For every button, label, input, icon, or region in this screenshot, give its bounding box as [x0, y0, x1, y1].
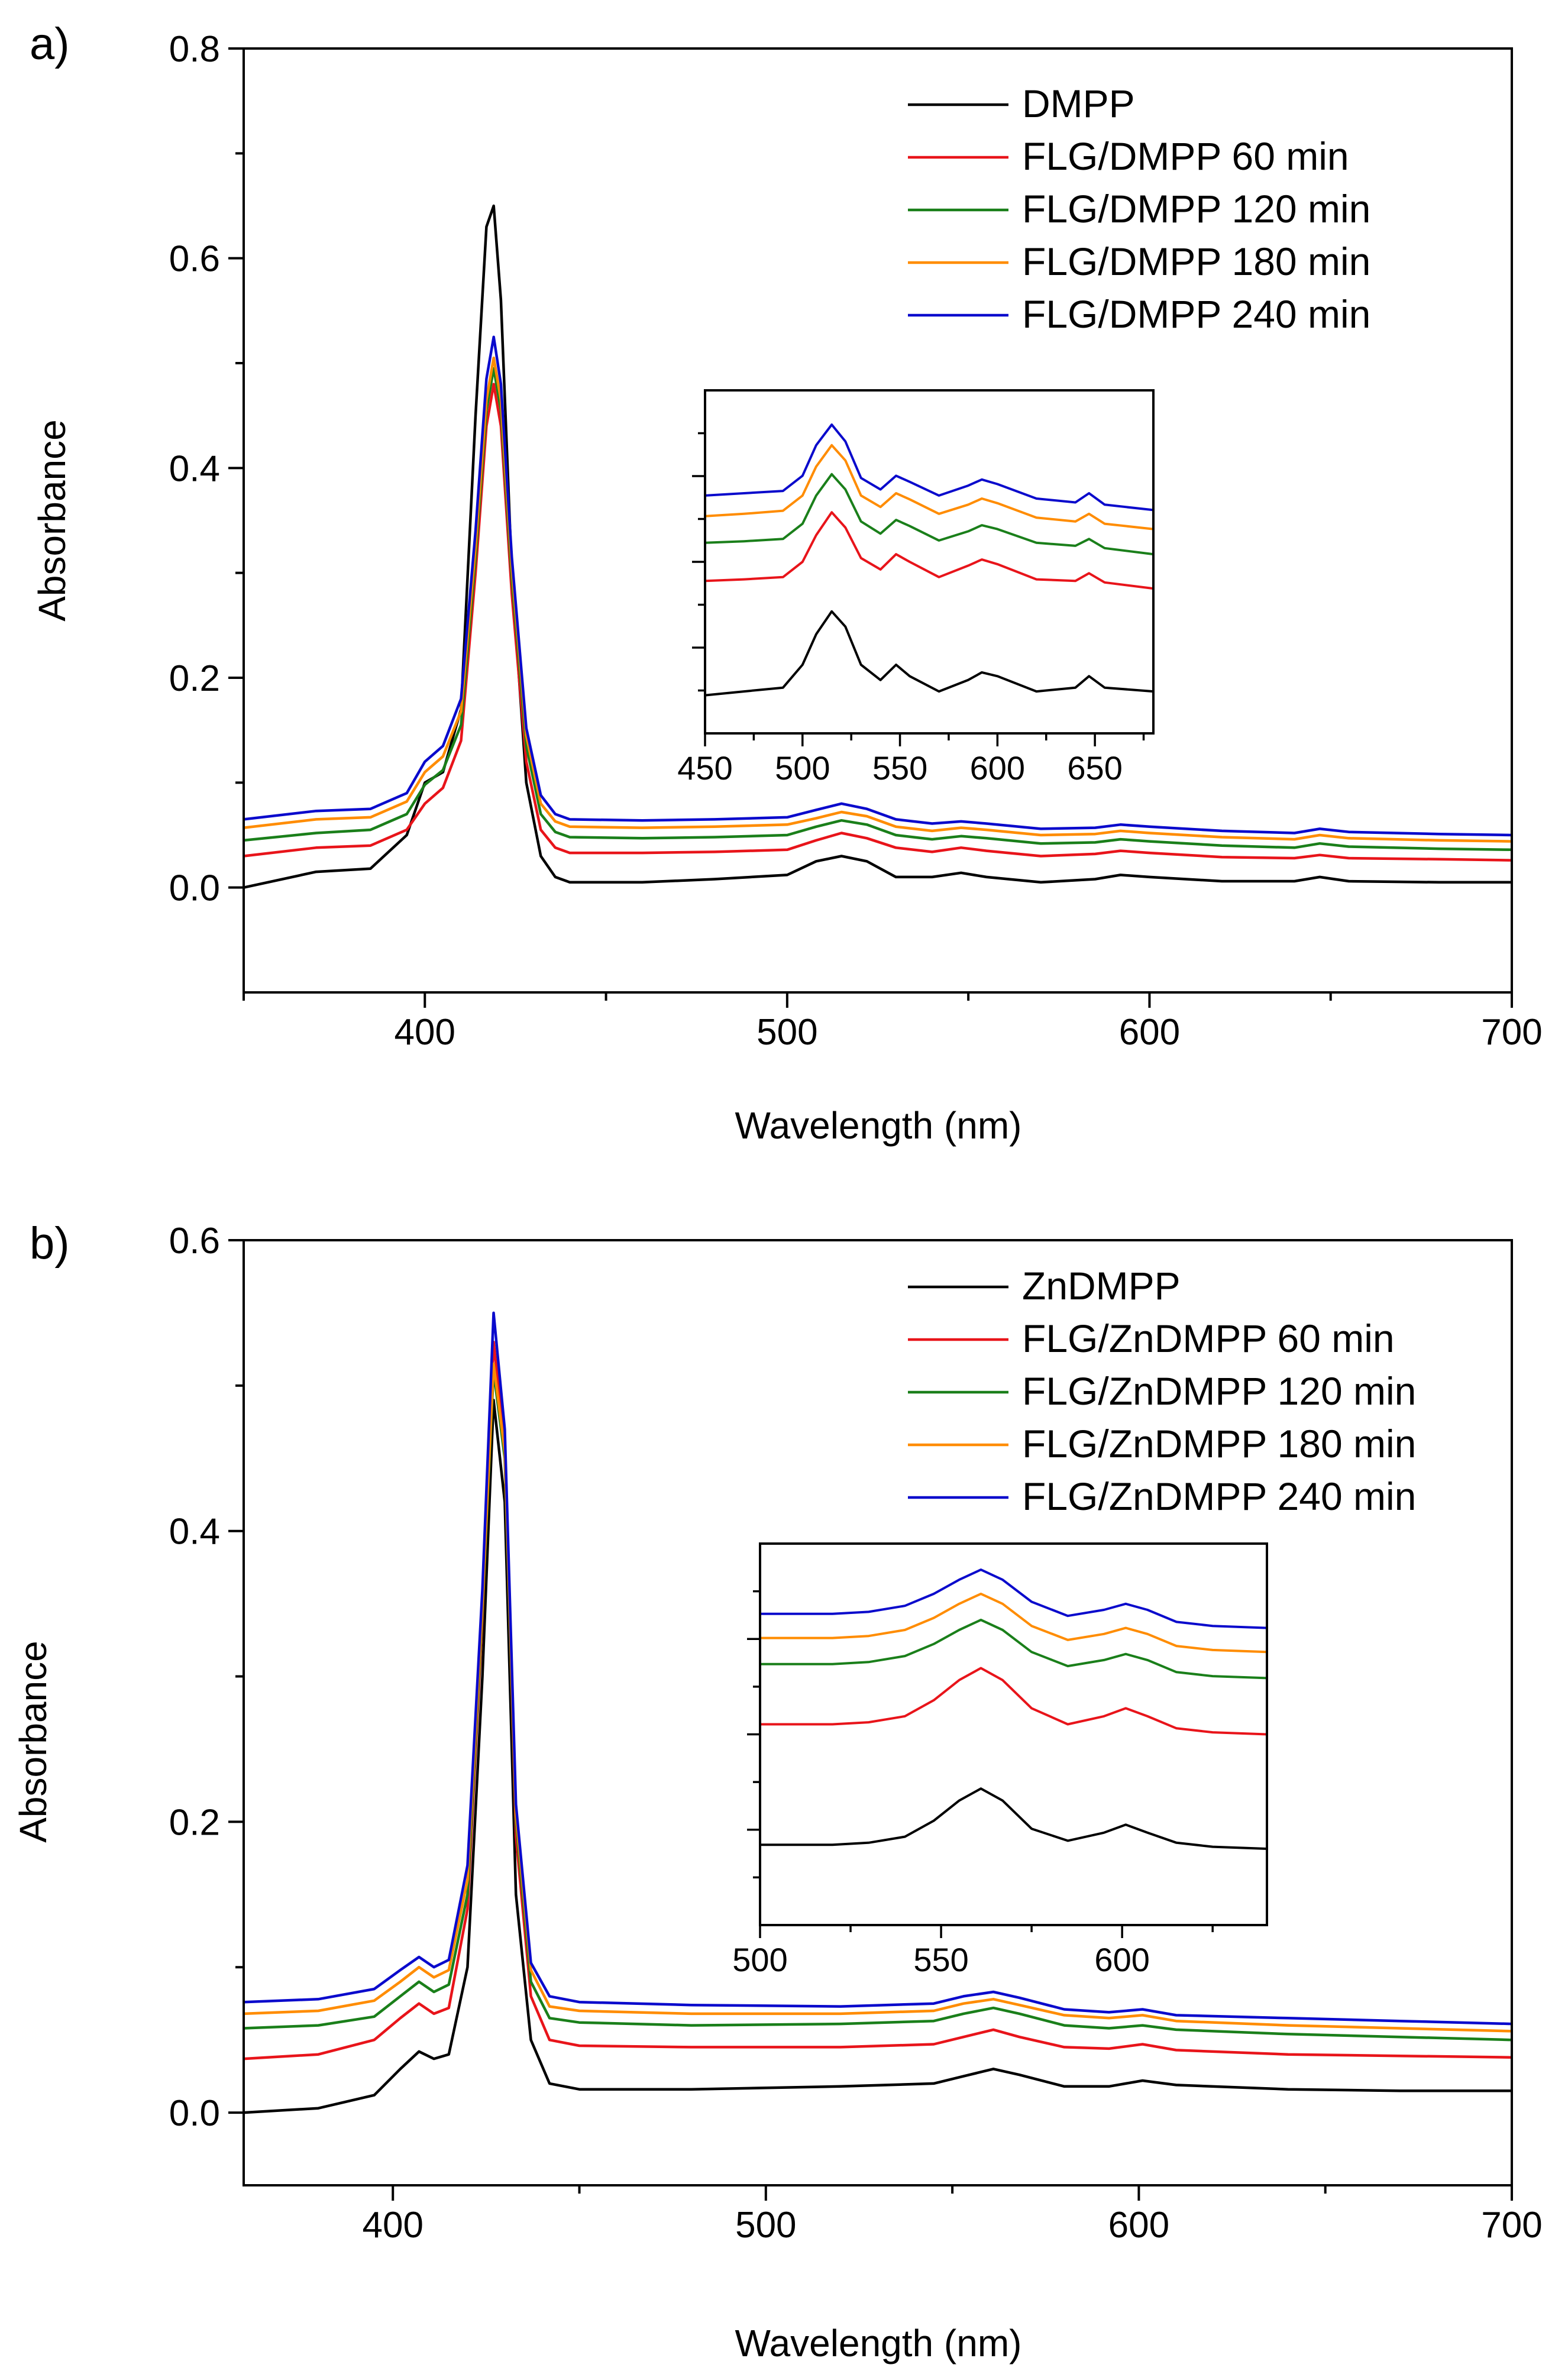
panel-a-x-tick-label-500: 500 [756, 1012, 817, 1053]
panel-a-inset-background [705, 390, 1153, 733]
panel-a-x-ticks: 400 500 600 700 [243, 992, 1543, 1053]
panel-a-inset-series-line-flg-dmpp-240-min [704, 423, 1154, 512]
panel-a-y-tick-label-0-2: 0.2 [169, 658, 220, 699]
panel-a-inset-x-tick-label-600: 600 [970, 749, 1025, 787]
panel-b: b) Wavelength (nm) Absorbance ZnDMPP FLG… [12, 1218, 1543, 2364]
panel-b-inset: 500 550 600 [732, 1542, 1268, 1978]
panel-a-y-tick-label-0-8: 0.8 [169, 29, 220, 70]
panel-b-y-tick-label-0-6: 0.6 [169, 1221, 220, 1261]
panel-b-y-tick-label-0-4: 0.4 [169, 1512, 220, 1552]
panel-b-legend-label-180min: FLG/ZnDMPP 180 min [1022, 1422, 1416, 1466]
panel-a-legend-label-dmpp: DMPP [1022, 82, 1135, 125]
panel-b-inset-series-line-zndmpp [760, 1787, 1268, 1850]
panel-b-x-tick-label-600: 600 [1108, 2205, 1169, 2246]
panel-a-series-lines [243, 204, 1512, 889]
panel-a-series-line-flg-dmpp-240-min [243, 335, 1512, 837]
panel-b-y-tick-label-0-2: 0.2 [169, 1802, 220, 1843]
panel-a-plot-frame [243, 47, 1513, 994]
panel-b-inset-series-line-flg-zndmpp-120-min [760, 1619, 1268, 1680]
panel-b-y-axis-title: Absorbance [12, 1641, 54, 1843]
panel-a-x-axis-title: Wavelength (nm) [735, 1104, 1022, 1147]
panel-b-x-axis-title: Wavelength (nm) [735, 2322, 1022, 2364]
panel-a-series-line-flg-dmpp-180-min [243, 356, 1512, 843]
panel-a-inset-x-tick-label-500: 500 [775, 749, 830, 787]
panel-a-y-tick-label-0-0: 0.0 [169, 868, 220, 909]
panel-a-legend-label-60min: FLG/DMPP 60 min [1022, 134, 1349, 178]
panel-a-x-tick-label-400: 400 [395, 1012, 455, 1053]
panel-a-inset-x-tick-label-450: 450 [677, 749, 732, 787]
panel-b-legend-label-60min: FLG/ZnDMPP 60 min [1022, 1316, 1395, 1360]
panel-a-legend-label-180min: FLG/DMPP 180 min [1022, 240, 1370, 283]
panel-a-label: a) [30, 19, 70, 69]
panel-a-y-tick-label-0-4: 0.4 [169, 448, 220, 489]
panel-a-x-tick-label-700: 700 [1481, 1012, 1542, 1053]
panel-b-legend-label-120min: FLG/ZnDMPP 120 min [1022, 1369, 1416, 1413]
panel-b-legend: ZnDMPP FLG/ZnDMPP 60 min FLG/ZnDMPP 120 … [1022, 1264, 1416, 1518]
panel-b-label: b) [30, 1218, 70, 1269]
panel-b-x-tick-label-500: 500 [735, 2205, 796, 2246]
panel-a-inset: 450 500 550 600 650 [677, 389, 1155, 787]
panel-b-legend-label-240min: FLG/ZnDMPP 240 min [1022, 1474, 1416, 1518]
panel-a-legend-label-240min: FLG/DMPP 240 min [1022, 292, 1370, 336]
panel-a-y-ticks: 0.0 0.2 0.4 0.6 0.8 [169, 29, 244, 909]
panel-a: a) Wavelength (nm) Absorbance DMPP FLG/D… [30, 19, 1543, 1147]
panel-b-inset-x-tick-label-600: 600 [1094, 1941, 1149, 1978]
panel-b-inset-x-tick-label-550: 550 [913, 1941, 968, 1978]
panel-a-inset-series-line-flg-dmpp-120-min [704, 473, 1154, 556]
panel-b-legend-label-zndmpp: ZnDMPP [1022, 1264, 1181, 1308]
panel-a-y-tick-label-0-6: 0.6 [169, 239, 220, 280]
panel-b-y-tick-label-0-0: 0.0 [169, 2093, 220, 2134]
panel-a-inset-series-line-flg-dmpp-60-min [704, 511, 1154, 590]
panel-b-legend-lines [908, 1285, 1008, 1499]
panel-a-y-axis-title: Absorbance [31, 419, 73, 622]
panel-a-legend-lines [908, 103, 1008, 317]
panel-a-inset-x-tick-label-550: 550 [872, 749, 927, 787]
panel-a-series-line-flg-dmpp-60-min [243, 383, 1512, 862]
panel-b-series-line-flg-zndmpp-240-min [243, 1311, 1512, 2026]
panel-a-x-tick-label-600: 600 [1119, 1012, 1180, 1053]
panel-a-inset-series-line-dmpp [704, 610, 1154, 697]
panel-a-inset-x-tick-label-650: 650 [1067, 749, 1122, 787]
panel-b-series-line-flg-zndmpp-60-min [243, 1340, 1512, 2061]
panel-b-plot-frame [243, 1239, 1513, 2186]
panel-b-y-ticks: 0.0 0.2 0.4 0.6 [169, 1221, 244, 2134]
panel-b-series-line-flg-zndmpp-180-min [243, 1362, 1512, 2033]
panel-b-inset-series-line-flg-zndmpp-60-min [760, 1667, 1268, 1736]
panel-b-inset-background [760, 1544, 1267, 1925]
panel-a-legend-label-120min: FLG/DMPP 120 min [1022, 187, 1370, 231]
panel-a-legend: DMPP FLG/DMPP 60 min FLG/DMPP 120 min FL… [1022, 82, 1370, 336]
panel-b-x-tick-label-400: 400 [363, 2205, 423, 2246]
panel-b-series-line-zndmpp [243, 1399, 1512, 2114]
panel-b-x-tick-label-700: 700 [1481, 2205, 1542, 2246]
panel-b-x-ticks: 400 500 600 700 [363, 2185, 1543, 2246]
panel-a-inset-series-line-flg-dmpp-180-min [704, 444, 1154, 531]
panel-a-series-line-flg-dmpp-120-min [243, 367, 1512, 852]
panel-b-series-line-flg-zndmpp-120-min [243, 1370, 1512, 2042]
panel-b-inset-series-line-flg-zndmpp-180-min [760, 1592, 1268, 1654]
panel-b-inset-series-line-flg-zndmpp-240-min [760, 1568, 1268, 1629]
panel-b-series-lines [243, 1311, 1512, 2114]
panel-b-inset-x-tick-label-500: 500 [732, 1941, 787, 1978]
